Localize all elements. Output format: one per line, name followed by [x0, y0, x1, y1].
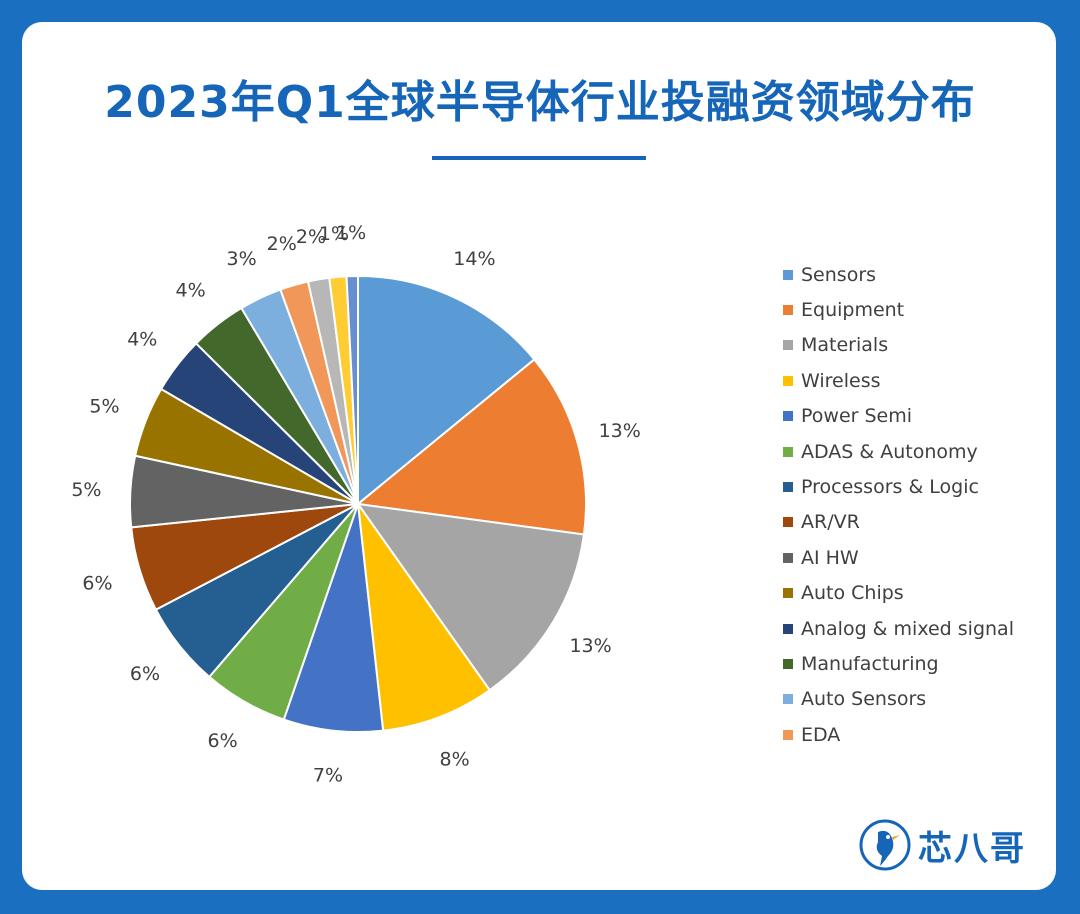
legend-label: Processors & Logic	[801, 476, 979, 499]
legend-item: Auto Sensors	[783, 682, 1014, 717]
pie-slice-wireless	[357, 503, 492, 732]
legend-item: Power Semi	[783, 399, 1014, 434]
legend-swatch	[783, 588, 793, 599]
data-label: 4%	[127, 328, 157, 350]
legend-item: Manufacturing	[783, 646, 1014, 681]
legend-label: AR/VR	[801, 511, 860, 534]
legend-item: Auto Chips	[783, 576, 1014, 611]
legend-label: Sensors	[801, 263, 877, 286]
pie-slice-sensors	[357, 274, 536, 507]
legend-label: Manufacturing	[801, 652, 939, 675]
legend-label: Auto Chips	[801, 582, 904, 605]
legend-label: EDA	[801, 723, 841, 746]
data-label: 13%	[599, 420, 641, 442]
data-label: 4%	[176, 280, 206, 302]
data-label: 8%	[440, 748, 470, 770]
chart-legend: Sensors Equipment Materials Wireless Power S…	[783, 257, 1014, 752]
data-label: 6%	[208, 730, 238, 752]
legend-swatch	[783, 411, 793, 422]
legend-swatch	[783, 446, 793, 457]
legend-swatch	[783, 517, 793, 528]
legend-item: Sensors	[783, 257, 1014, 292]
data-label: 6%	[82, 572, 112, 594]
legend-item: ADAS & Autonomy	[783, 434, 1014, 469]
data-label: 6%	[130, 663, 160, 685]
data-label: 5%	[89, 395, 119, 417]
legend-label: Analog & mixed signal	[801, 617, 1014, 640]
title-underline	[432, 156, 646, 160]
pie-slice-16	[345, 274, 359, 505]
legend-swatch	[783, 658, 793, 669]
chart-title: 2023年Q1全球半导体行业投融资领域分布	[104, 77, 976, 128]
data-label: 5%	[71, 479, 101, 501]
legend-label: Auto Sensors	[801, 688, 927, 711]
legend-swatch	[783, 269, 793, 280]
legend-item: Processors & Logic	[783, 469, 1014, 504]
legend-label: Wireless	[801, 369, 881, 392]
legend-swatch	[783, 694, 793, 705]
data-label: 1%	[336, 222, 366, 244]
legend-swatch	[783, 482, 793, 493]
data-label: 13%	[569, 635, 611, 657]
legend-item: EDA	[783, 717, 1014, 752]
legend-swatch	[783, 623, 793, 634]
legend-item: AI HW	[783, 540, 1014, 575]
legend-item: Materials	[783, 328, 1014, 363]
legend-label: Equipment	[801, 299, 905, 322]
legend-label: Materials	[801, 334, 889, 357]
legend-swatch	[783, 729, 793, 740]
pie-slice-equipment	[355, 358, 587, 536]
legend-item: Wireless	[783, 363, 1014, 398]
legend-label: AI HW	[801, 546, 859, 569]
legend-swatch	[783, 340, 793, 351]
legend-swatch	[783, 552, 793, 563]
data-label: 2%	[267, 233, 297, 255]
data-label: 2%	[296, 226, 326, 248]
brand-name: 芯八哥	[918, 828, 1026, 869]
legend-item: Equipment	[783, 292, 1014, 327]
legend-item: AR/VR	[783, 505, 1014, 540]
data-label: 14%	[453, 248, 495, 270]
legend-swatch	[783, 305, 793, 316]
legend-item: Analog & mixed signal	[783, 611, 1014, 646]
pie-slice-materials	[355, 502, 586, 692]
data-label: 7%	[313, 764, 343, 786]
bird-icon	[859, 819, 911, 871]
brand-logo: 芯八哥	[858, 818, 1026, 872]
legend-swatch	[783, 375, 793, 386]
legend-label: ADAS & Autonomy	[801, 440, 978, 463]
data-label: 1%	[319, 223, 349, 245]
data-label: 3%	[227, 248, 257, 270]
pie-slice-power-semi	[282, 503, 385, 733]
legend-label: Power Semi	[801, 405, 913, 428]
